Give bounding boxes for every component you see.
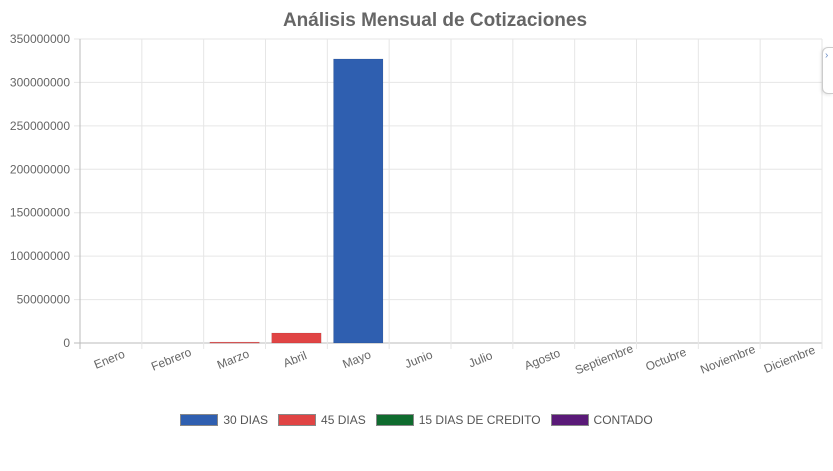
x-tick-label: Octubre	[644, 345, 689, 374]
legend-item[interactable]: 30 DIAS	[180, 413, 268, 427]
bar-30-dias-mayo[interactable]	[333, 58, 384, 344]
chart-grid	[74, 38, 823, 349]
y-tick-label: 100000000	[10, 249, 70, 263]
x-axis: Enero Febrero Marzo Abril Mayo Junio Julio Agos…	[92, 341, 818, 377]
legend-label: 30 DIAS	[223, 413, 269, 427]
chart-legend: 30 DIAS 45 DIAS 15 DIAS DE CREDITO CONTADO	[0, 413, 833, 427]
y-tick-label: 300000000	[10, 75, 70, 89]
legend-item[interactable]: 15 DIAS DE CREDITO	[375, 413, 541, 427]
side-panel-toggle[interactable]: ›	[822, 47, 833, 94]
x-tick-label: Agosto	[522, 346, 562, 373]
legend-label: 15 DIAS DE CREDITO	[418, 413, 541, 427]
y-tick-label: 50000000	[17, 293, 71, 307]
x-tick-label: Enero	[92, 347, 127, 372]
legend-swatch	[375, 414, 414, 426]
legend-item[interactable]: CONTADO	[550, 413, 653, 427]
legend-swatch	[180, 414, 219, 426]
x-tick-label: Diciembre	[762, 343, 818, 376]
legend-label: 45 DIAS	[321, 413, 366, 427]
chart: Análisis Mensual de Cotizaciones 0 500000…	[10, 10, 823, 377]
bar-45-dias-marzo[interactable]	[209, 341, 260, 344]
chevron-right-icon: ›	[825, 50, 829, 61]
y-tick-label: 350000000	[10, 32, 70, 46]
chart-bars	[209, 58, 384, 344]
x-tick-label: Septiembre	[573, 341, 635, 377]
y-tick-label: 250000000	[10, 119, 70, 133]
legend-swatch	[550, 414, 589, 426]
x-tick-label: Mayo	[341, 347, 374, 371]
x-tick-label: Marzo	[215, 346, 251, 372]
y-axis: 0 50000000 100000000 150000000 200000000 2500…	[10, 32, 70, 350]
x-tick-label: Junio	[403, 347, 435, 371]
x-tick-label: Abril	[281, 348, 309, 370]
y-tick-label: 150000000	[10, 206, 70, 220]
y-tick-label: 200000000	[10, 162, 70, 176]
legend-label: CONTADO	[593, 413, 653, 427]
x-tick-label: Febrero	[149, 345, 194, 374]
legend-item[interactable]: 45 DIAS	[278, 413, 366, 427]
chart-title: Análisis Mensual de Cotizaciones	[283, 10, 587, 31]
y-tick-label: 0	[63, 336, 70, 350]
legend-swatch	[278, 414, 317, 426]
x-tick-label: Julio	[466, 348, 494, 370]
bar-45-dias-abril[interactable]	[271, 332, 322, 344]
x-tick-label: Noviembre	[698, 342, 757, 377]
